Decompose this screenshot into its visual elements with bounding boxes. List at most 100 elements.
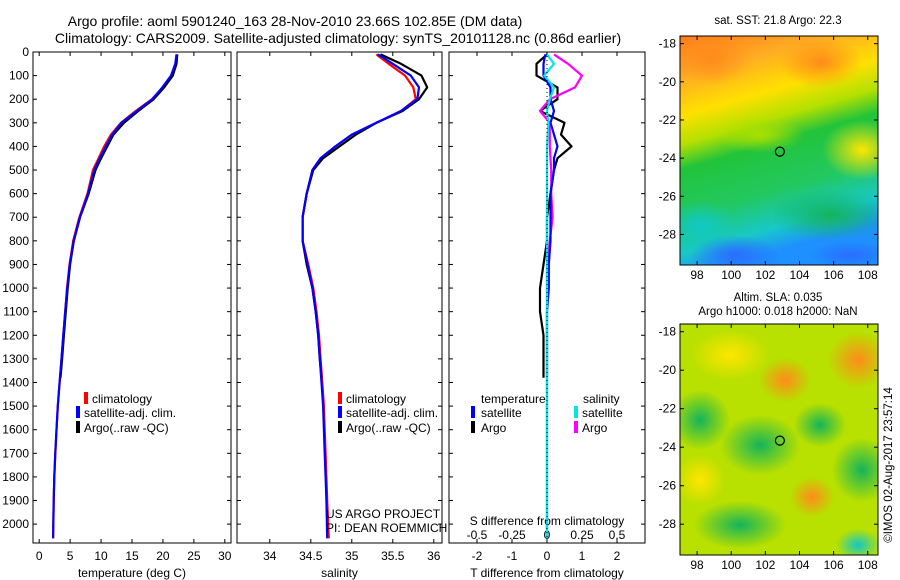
x-axis-label: salinity [321, 566, 358, 580]
legend-label-climatology: climatology [92, 392, 152, 406]
difference-panel: -2 -1 0 1 2-0.5 -0.25 0 0.25 0.5S difference fro… [448, 51, 646, 580]
map-y-tick-label: -18 [659, 37, 677, 51]
map-x-tick-label: 102 [755, 558, 775, 572]
sla-map-axes: 98 100 102 104 106 108 -18 -20 -22 -24 -26 -28 [659, 324, 878, 572]
salinity-panel: 34 34.5 35 35.5 36 salinity [236, 51, 443, 580]
y-tick-label: 1400 [2, 375, 29, 389]
sst-map-frame [679, 35, 879, 266]
series-line-satellite-adj-clim- [52, 54, 178, 539]
salinity-legend: climatology satellite-adj. clim. Argo(..… [338, 392, 438, 435]
map-y-tick-label: -20 [659, 75, 677, 89]
y-tick-label: 500 [9, 163, 29, 177]
sla-low-patch [720, 415, 800, 475]
legend-swatch-t-argo [471, 421, 475, 433]
x-tick-label: 10 [94, 549, 108, 563]
temperature-panel: 0100200300400500600700800900100011001200… [2, 45, 232, 580]
y-tick-label: 1600 [2, 423, 29, 437]
x-axis-label: temperature (deg C) [78, 566, 186, 580]
map-y-tick-label: -28 [659, 517, 677, 531]
y-tick-label: 200 [9, 92, 29, 106]
x-tick-label: 20 [156, 549, 170, 563]
x-tick-label: 0 [36, 549, 43, 563]
series-line-s-satellite [543, 53, 556, 539]
legend-label-satellite: satellite-adj. clim. [84, 406, 176, 420]
map-x-tick-label: 98 [690, 558, 704, 572]
sst-map-title: sat. SST: 21.8 Argo: 22.3 [714, 15, 841, 27]
sla-high-patch [680, 454, 726, 506]
x-tick-label: 34 [263, 549, 277, 563]
title-line2: Climatology: CARS2009. Satellite-adjuste… [55, 30, 621, 46]
sla-low-patch [832, 438, 878, 502]
legend-label-argo: Argo(..raw -QC) [346, 421, 431, 435]
legend-label-s-satellite: satellite [582, 406, 623, 420]
sla-high-patch [690, 329, 770, 381]
legend-label-climatology: climatology [346, 392, 406, 406]
legend-swatch-climatology [84, 392, 88, 404]
y-tick-label: 2000 [2, 517, 29, 531]
y-tick-label: 400 [9, 139, 29, 153]
x-tick-label: -1 [507, 549, 518, 563]
legend-swatch-climatology [338, 392, 342, 404]
top-tick-label: 0.5 [609, 528, 626, 542]
map-y-tick-label: -26 [659, 479, 677, 493]
top-tick-label: -0.5 [467, 528, 488, 542]
top-tick-label: 0.25 [570, 528, 594, 542]
project-annotation: US ARGO PROJECT [326, 507, 441, 521]
credit-text: ©IMOS 02-Aug-2017 23:57:14 [883, 387, 895, 543]
y-tick-label: 800 [9, 234, 29, 248]
map-y-tick-label: -24 [659, 440, 677, 454]
x-tick-label: 15 [125, 549, 139, 563]
legend-label-argo: Argo(..raw -QC) [84, 421, 169, 435]
y-tick-label: 600 [9, 187, 29, 201]
map-x-tick-label: 100 [721, 268, 741, 282]
series-line-t-argo [535, 53, 573, 378]
y-tick-label: 100 [9, 69, 29, 83]
y-tick-label: 1200 [2, 328, 29, 342]
pi-annotation: PI: DEAN ROEMMICH [326, 521, 447, 535]
sla-high-patch [759, 358, 811, 402]
sla-high-patch [828, 332, 878, 388]
series-line-satellite-adj-clim- [301, 53, 421, 539]
argo-location-marker [774, 435, 785, 446]
sst-warm-patch [822, 120, 878, 180]
plot-frame [236, 51, 443, 544]
legend-swatch-satellite [338, 406, 342, 418]
map-x-tick-label: 106 [824, 558, 844, 572]
x-tick-label: 2 [614, 549, 621, 563]
sla-map-frame [679, 323, 879, 556]
map-x-tick-label: 108 [858, 558, 878, 572]
map-y-tick-label: -22 [659, 113, 677, 127]
sst-cold-patch [690, 235, 780, 265]
legend-label-t-argo: Argo [481, 421, 507, 435]
map-y-tick-label: -26 [659, 189, 677, 203]
legend-header-temperature: temperature [481, 392, 546, 406]
argo-location-marker [774, 146, 785, 157]
sst-cool-patch [770, 189, 878, 241]
legend-swatch-argo [338, 421, 342, 433]
sst-front [716, 117, 804, 153]
map-x-tick-label: 108 [858, 268, 878, 282]
x-tick-label: 36 [427, 549, 441, 563]
top-tick-label: -0.25 [498, 528, 526, 542]
legend-swatch-t-satellite [471, 406, 475, 418]
legend-header-salinity: salinity [583, 392, 620, 406]
y-tick-label: 1300 [2, 352, 29, 366]
temperature-legend: climatology satellite-adj. clim. Argo(..… [76, 392, 176, 435]
y-tick-label: 1800 [2, 470, 29, 484]
x-tick-label: 25 [187, 549, 201, 563]
sla-map: 98 100 102 104 106 108 -18 -20 -22 -24 -26 -28 [659, 323, 879, 572]
map-x-tick-label: 98 [690, 268, 704, 282]
y-tick-label: 1000 [2, 281, 29, 295]
y-tick-label: 1700 [2, 446, 29, 460]
map-x-tick-label: 104 [789, 268, 809, 282]
x-axis-label: T difference from climatology [470, 566, 624, 580]
y-tick-label: 1900 [2, 494, 29, 508]
sla-low-patch [680, 390, 730, 450]
legend-label-t-satellite: satellite [481, 406, 522, 420]
x-tick-label: 0 [544, 549, 551, 563]
plot-frame [32, 51, 232, 544]
title-line1: Argo profile: aoml 5901240_163 28-Nov-20… [68, 13, 523, 29]
legend-swatch-s-satellite [574, 406, 578, 418]
y-tick-label: 700 [9, 210, 29, 224]
